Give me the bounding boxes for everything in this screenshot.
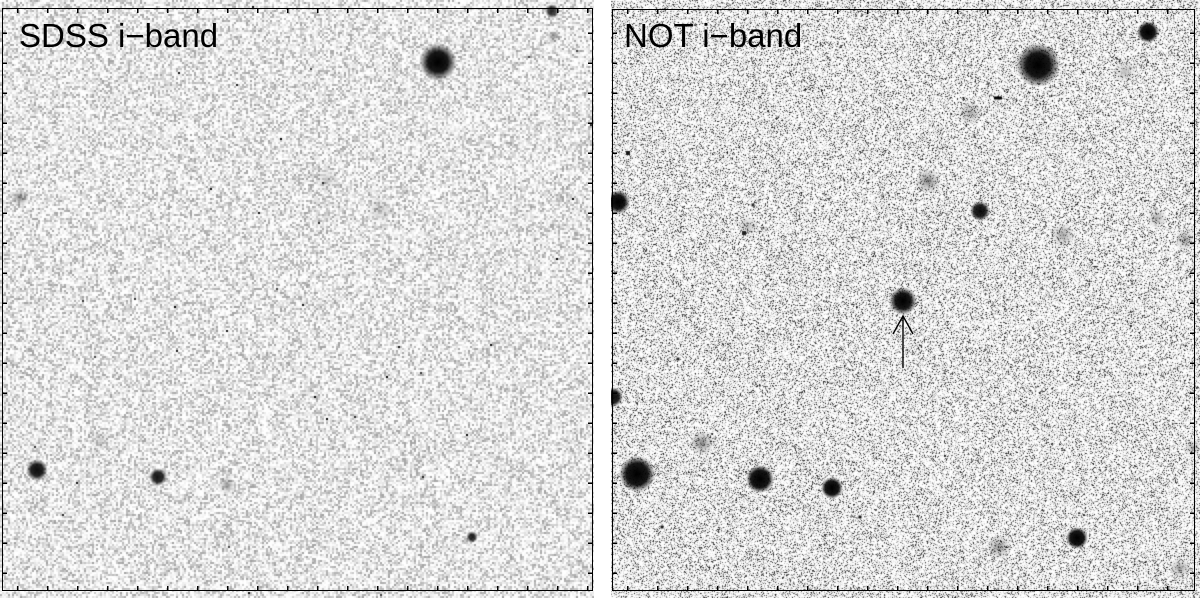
- image-comparison-figure: SDSS i−band NOT i−band: [0, 0, 1200, 598]
- transient-arrow-marker: [891, 313, 915, 371]
- panel-not-image: NOT i−band: [605, 0, 1200, 598]
- sdss-sky-image: [0, 0, 594, 598]
- panel-sdss-image: SDSS i−band: [0, 0, 597, 598]
- sdss-panel-label: SDSS i−band: [19, 19, 218, 52]
- not-panel-label: NOT i−band: [624, 19, 802, 52]
- not-sky-image: [611, 0, 1200, 598]
